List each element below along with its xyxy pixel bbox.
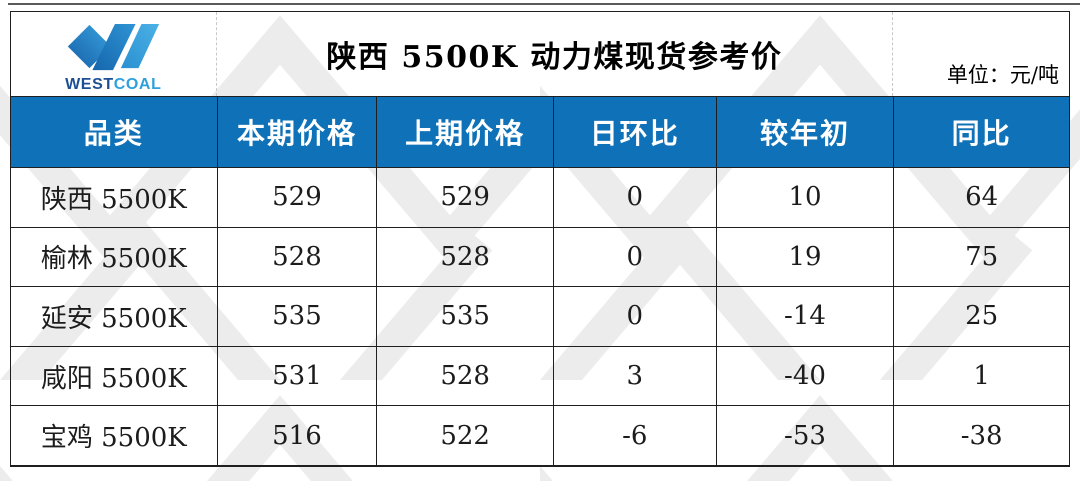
cell-current-price: 531 xyxy=(216,346,377,406)
westcoal-w-icon xyxy=(68,23,160,71)
table-header-band: WESTCOAL 陕西 5500K 动力煤现货参考价 单位：元/吨 xyxy=(11,12,1069,96)
cell-yoy-change: -38 xyxy=(893,406,1069,465)
cell-ytd-change: -40 xyxy=(715,346,894,406)
cell-previous-price: 528 xyxy=(376,346,553,406)
cell-yoy-change: 75 xyxy=(893,227,1069,287)
table-row: 宝鸡 5500K 516 522 -6 -53 -38 xyxy=(11,405,1069,465)
cell-current-price: 535 xyxy=(216,287,377,346)
cell-previous-price: 528 xyxy=(376,227,553,287)
cell-daily-change: 0 xyxy=(552,227,716,287)
cell-previous-price: 522 xyxy=(376,406,553,465)
cell-ytd-change: -14 xyxy=(715,287,894,346)
cell-previous-price: 535 xyxy=(376,287,553,346)
cell-daily-change: 0 xyxy=(552,168,716,227)
column-header-current-price: 本期价格 xyxy=(216,97,377,167)
unit-label: 单位：元/吨 xyxy=(946,63,1059,87)
cell-category: 咸阳 5500K xyxy=(40,363,187,394)
table-row: 咸阳 5500K 531 528 3 -40 1 xyxy=(11,345,1069,406)
cell-yoy-change: 1 xyxy=(893,346,1069,406)
cell-current-price: 528 xyxy=(216,227,377,287)
logo-text-coal: COAL xyxy=(113,76,162,93)
cell-current-price: 516 xyxy=(216,406,377,465)
cell-category: 陕西 5500K xyxy=(40,184,187,215)
table-column-header-row: 品类 本期价格 上期价格 日环比 较年初 同比 xyxy=(11,96,1069,168)
column-header-daily-change: 日环比 xyxy=(552,97,716,167)
logo-text-west: WEST xyxy=(65,76,114,93)
cell-ytd-change: -53 xyxy=(715,406,894,465)
cell-daily-change: -6 xyxy=(552,406,716,465)
cell-category: 榆林 5500K xyxy=(40,244,187,275)
table-row: 榆林 5500K 528 528 0 19 75 xyxy=(11,226,1069,287)
cell-category: 延安 5500K xyxy=(40,303,187,334)
table-title: 陕西 5500K 动力煤现货参考价 xyxy=(326,40,783,75)
cell-yoy-change: 64 xyxy=(893,168,1069,227)
cell-daily-change: 3 xyxy=(552,346,716,406)
table-row: 延安 5500K 535 535 0 -14 25 xyxy=(11,286,1069,346)
title-cell: 陕西 5500K 动力煤现货参考价 xyxy=(217,12,894,96)
column-header-ytd-change: 较年初 xyxy=(715,97,894,167)
price-table: WESTCOAL 陕西 5500K 动力煤现货参考价 单位：元/吨 品类 本期价… xyxy=(10,11,1070,467)
column-header-yoy-change: 同比 xyxy=(893,97,1069,167)
cell-previous-price: 529 xyxy=(376,168,553,227)
cell-category: 宝鸡 5500K xyxy=(40,423,187,454)
cell-current-price: 529 xyxy=(216,168,377,227)
cell-ytd-change: 19 xyxy=(715,227,894,287)
column-header-previous-price: 上期价格 xyxy=(376,97,553,167)
unit-cell: 单位：元/吨 xyxy=(893,12,1069,96)
cell-yoy-change: 25 xyxy=(893,287,1069,346)
column-header-category: 品类 xyxy=(83,117,144,150)
cell-daily-change: 0 xyxy=(552,287,716,346)
cell-ytd-change: 10 xyxy=(715,168,894,227)
westcoal-logo: WESTCOAL xyxy=(11,12,217,96)
top-divider xyxy=(8,3,1080,5)
logo-wordmark: WESTCOAL xyxy=(65,77,161,93)
table-row: 陕西 5500K 529 529 0 10 64 xyxy=(11,168,1069,227)
